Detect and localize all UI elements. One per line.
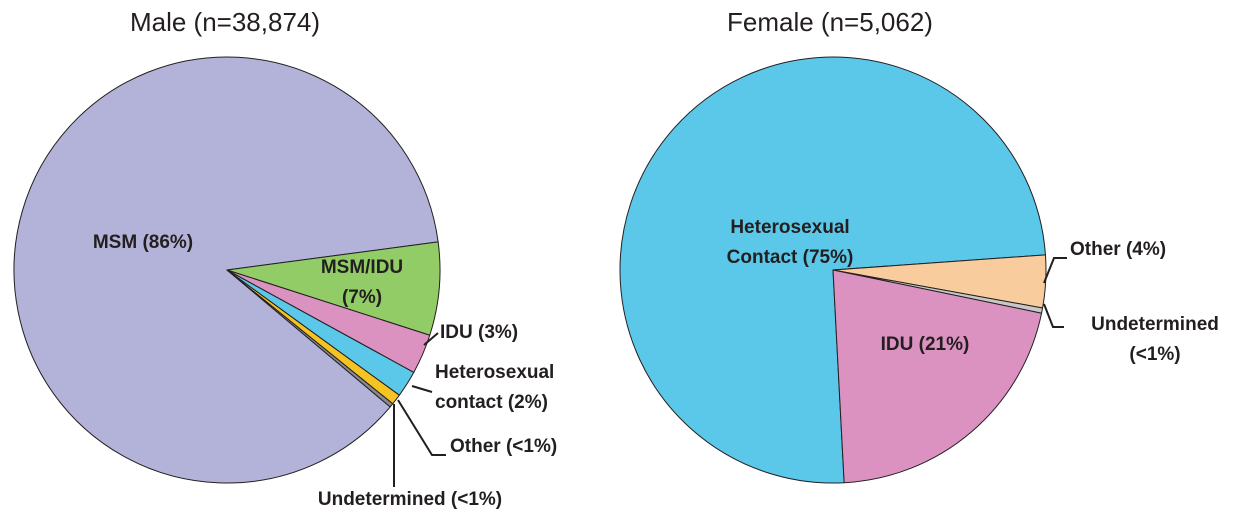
- slice-label: Heterosexual: [435, 362, 554, 383]
- leader-line: [411, 385, 433, 393]
- slice-label: (<1%): [1129, 344, 1180, 365]
- slice-label: Undetermined (<1%): [318, 489, 502, 510]
- pie-slice: [832, 269, 1043, 484]
- chart-title: Female (n=5,062): [727, 7, 933, 37]
- pie-slice: [226, 269, 394, 408]
- slice-label: Heterosexual: [730, 217, 849, 238]
- slice-label: MSM/IDU: [321, 257, 403, 278]
- chart-title: Male (n=38,874): [130, 7, 320, 37]
- leader-line: [397, 399, 446, 456]
- slice-label: IDU (21%): [881, 334, 970, 355]
- leader-line: [1043, 303, 1064, 328]
- slice-label: Other (<1%): [450, 436, 557, 457]
- slice-label: (7%): [342, 287, 382, 308]
- slice-label: MSM (86%): [93, 232, 193, 253]
- slice-label: IDU (3%): [440, 322, 518, 343]
- leader-line: [1043, 257, 1067, 284]
- slice-label: Contact (75%): [727, 247, 854, 268]
- leader-line: [423, 332, 439, 346]
- slice-label: Other (4%): [1070, 239, 1166, 260]
- slice-label: Undetermined: [1091, 314, 1219, 335]
- pie-slice: [13, 56, 439, 484]
- slice-label: contact (2%): [435, 392, 548, 413]
